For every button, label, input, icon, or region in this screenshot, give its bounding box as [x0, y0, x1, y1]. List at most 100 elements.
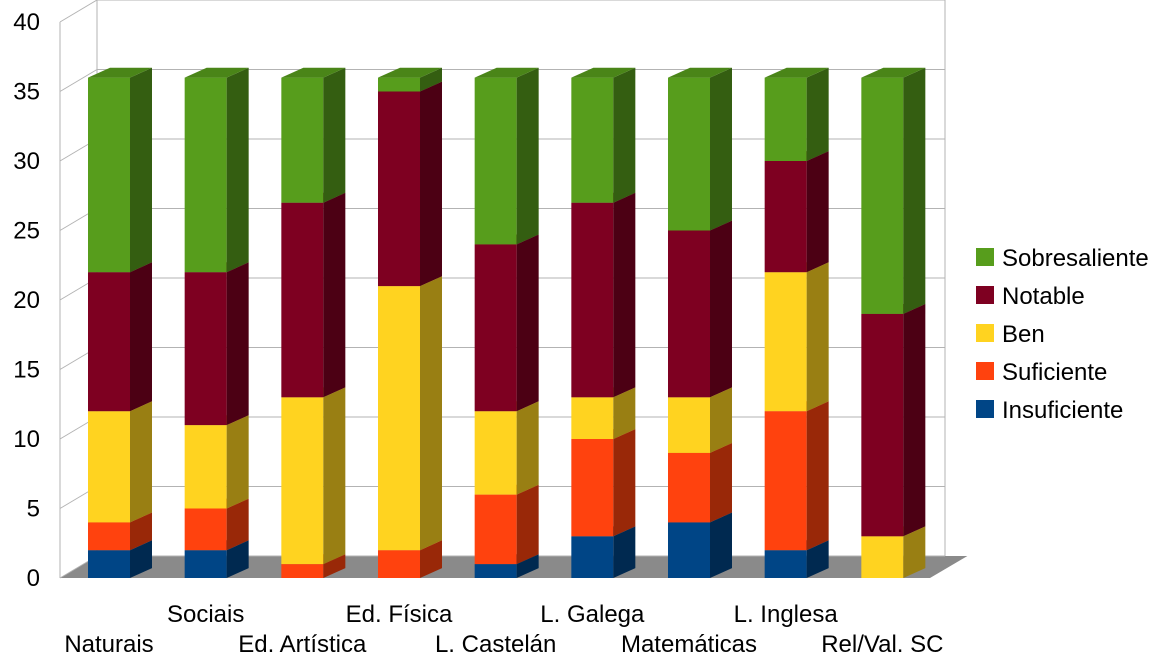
bar-segment-side	[420, 276, 442, 551]
bar-segment-side	[516, 484, 539, 565]
legend-label: Insuficiente	[1002, 397, 1123, 424]
bar-segment-front	[571, 536, 614, 578]
bar-segment-front	[184, 550, 227, 578]
bar-segment-side	[710, 512, 732, 578]
bar-segment-side	[420, 540, 442, 578]
bar-segment-top	[474, 67, 539, 78]
y-tick-label: 25	[13, 218, 40, 245]
bar-segment-front	[184, 77, 227, 273]
bar-segment-side	[226, 415, 249, 509]
bar-stack	[764, 67, 829, 578]
bar-segment-top	[378, 67, 442, 78]
bar-segment-front	[184, 508, 227, 551]
legend-swatch	[976, 248, 994, 266]
bar-segment-front	[88, 550, 130, 578]
legend-swatch	[976, 286, 994, 304]
bar-segment-front	[861, 313, 904, 537]
bar-segment-front	[474, 77, 517, 245]
legend-swatch	[976, 362, 994, 380]
bar-segment-front	[764, 161, 807, 273]
bar-stack	[88, 67, 152, 578]
y-axis-ticks: 0 5 10 15 20 25 30 35 40	[13, 9, 40, 592]
x-tick-label: Rel/Val. SC	[821, 631, 943, 658]
bar-segment-top	[861, 67, 926, 78]
bar-segment-front	[378, 77, 420, 92]
bar-segment-side	[903, 304, 926, 537]
bar-segment-side	[613, 67, 636, 203]
bar-segment-side	[323, 67, 346, 203]
bar-stack	[378, 67, 442, 578]
bar-segment-top	[88, 67, 152, 78]
bar-segment-front	[184, 272, 227, 426]
bar-segment-front	[88, 77, 130, 273]
bar-segment-front	[378, 91, 420, 287]
y-tick-label: 20	[13, 287, 40, 314]
bar-segment-front	[474, 564, 517, 578]
bar-segment-front	[571, 77, 614, 203]
bar-segment-front	[474, 494, 517, 565]
bar-stack	[668, 67, 732, 578]
bar-segment-front	[764, 272, 807, 412]
bar-segment-side	[710, 67, 732, 231]
bar-segment-side	[806, 262, 829, 412]
bar-stack	[184, 67, 249, 578]
bar-segment-front	[281, 202, 324, 398]
bar-segment-side	[806, 540, 829, 578]
bar-segment-side	[613, 526, 636, 578]
bar-segment-front	[668, 230, 710, 398]
bar-segment-front	[474, 411, 517, 495]
x-tick-label: L. Galega	[540, 601, 645, 628]
bar-segment-side	[323, 387, 346, 565]
bar-segment-front	[571, 397, 614, 439]
bar-segment-top	[668, 67, 732, 78]
bar-segment-front	[764, 411, 807, 551]
bar-segment-side	[516, 234, 539, 412]
bar-segment-front	[88, 522, 130, 551]
bar-stack	[571, 67, 636, 578]
bar-segment-front	[184, 425, 227, 509]
bar-segment-top	[184, 67, 249, 78]
bar-segment-side	[710, 387, 732, 453]
bar-segment-side	[806, 401, 829, 551]
bar-segment-front	[668, 452, 710, 523]
y-tick-label: 40	[13, 9, 40, 36]
bar-segment-side	[130, 401, 152, 523]
legend-swatch	[976, 324, 994, 342]
bar-segment-side	[420, 81, 442, 287]
bar-segment-side	[130, 540, 152, 578]
y-tick-label: 15	[13, 357, 40, 384]
bar-segment-side	[613, 192, 636, 398]
bar-segment-side	[710, 443, 732, 523]
gridline-side	[59, 0, 98, 23]
legend: Sobresaliente Notable Ben Suficiente Insufic…	[976, 245, 1149, 424]
bar-segment-front	[281, 564, 324, 578]
bar-segment-top	[764, 67, 829, 78]
bar-segment-front	[861, 77, 904, 314]
bar-segment-front	[378, 286, 420, 551]
bar-segment-front	[281, 77, 324, 203]
bar-segment-side	[613, 429, 636, 537]
x-axis-labels: Naturais Sociais Ed. Artística Ed. Física L.…	[64, 601, 943, 658]
x-tick-label: Matemáticas	[621, 631, 757, 658]
gridline-side	[59, 69, 98, 92]
bar-segment-side	[130, 512, 152, 551]
bar-segment-side	[323, 554, 346, 578]
bar-stack	[861, 67, 926, 578]
bar-segment-side	[226, 262, 249, 426]
bar-segment-front	[378, 550, 420, 578]
y-tick-label: 10	[13, 426, 40, 453]
bar-segment-side	[226, 498, 249, 551]
bar-segment-front	[571, 439, 614, 537]
legend-label: Suficiente	[1002, 359, 1107, 386]
bar-segment-side	[130, 262, 152, 412]
bar-segment-front	[281, 397, 324, 565]
bar-segment-side	[130, 67, 152, 273]
bars	[88, 67, 926, 578]
bar-segment-side	[226, 67, 249, 273]
bar-segment-side	[323, 192, 346, 398]
x-tick-label: Ed. Artística	[238, 631, 367, 658]
x-tick-label: Sociais	[167, 601, 244, 628]
bar-segment-side	[903, 526, 926, 578]
bar-segment-side	[420, 67, 442, 92]
